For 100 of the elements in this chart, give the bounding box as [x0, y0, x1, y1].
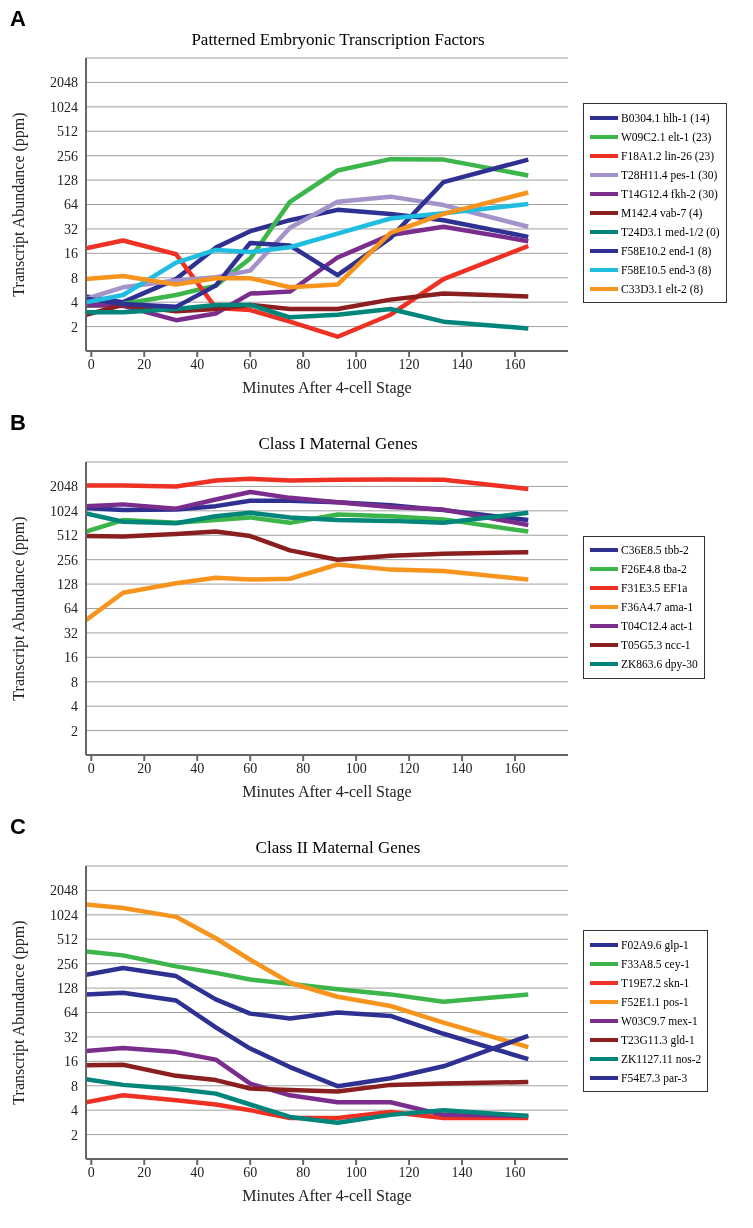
- text: B: [10, 410, 26, 436]
- x-tick-label: 0: [87, 1164, 95, 1180]
- text: A: [10, 6, 26, 32]
- x-tick-label: 20: [137, 760, 152, 776]
- legend-label: F36A4.7 ama-1: [621, 601, 694, 613]
- y-tick-label: 2048: [50, 883, 78, 899]
- y-tick-label: 4: [71, 699, 78, 715]
- y-tick-label: 256: [57, 956, 78, 972]
- legend-label: T05G5.3 ncc-1: [621, 639, 691, 651]
- x-tick-label: 0: [87, 356, 95, 372]
- x-tick-label: 160: [504, 1164, 526, 1180]
- y-tick-label: 8: [71, 270, 78, 286]
- y-axis-title: Transcript Abundance (ppm): [9, 920, 28, 1105]
- x-tick-label: 120: [398, 1164, 420, 1180]
- line-series: [86, 302, 531, 331]
- y-tick-label: 4: [71, 1103, 78, 1119]
- y-tick-label: 2: [71, 319, 78, 335]
- line-series: [86, 949, 531, 1004]
- x-axis-title: Minutes After 4-cell Stage: [242, 783, 412, 801]
- y-tick-label: 16: [64, 246, 78, 262]
- legend-label: T28H11.4 pes-1 (30): [621, 168, 718, 181]
- x-tick-label: 40: [190, 1164, 205, 1180]
- legend-label: T24D3.1 med-1/2 (0): [621, 225, 720, 238]
- y-tick-label: 256: [57, 148, 78, 164]
- line-series: [86, 902, 531, 1050]
- line-series: [86, 489, 531, 528]
- x-tick-label: 100: [345, 760, 367, 776]
- x-tick-label: 140: [451, 356, 473, 372]
- legend-label: F52E1.1 pos-1: [621, 995, 689, 1008]
- chart-title: Class II Maternal Genes: [254, 838, 422, 858]
- legend-label: F26E4.8 tba-2: [621, 563, 687, 575]
- y-tick-label: 2: [71, 1127, 78, 1143]
- x-axis-title: Minutes After 4-cell Stage: [242, 1187, 412, 1205]
- y-tick-label: 1024: [50, 907, 78, 923]
- y-axis-title: Transcript Abundance (ppm): [9, 516, 28, 701]
- legend-label: F58E10.2 end-1 (8): [621, 244, 712, 257]
- x-tick-label: 100: [345, 1164, 367, 1180]
- y-tick-label: 512: [57, 932, 78, 948]
- x-tick-label: 140: [451, 1164, 473, 1180]
- y-axis-title: Transcript Abundance (ppm): [9, 112, 28, 297]
- legend-label: T04C12.4 act-1: [621, 620, 694, 632]
- x-tick-label: 120: [398, 760, 420, 776]
- y-tick-label: 64: [64, 197, 78, 213]
- y-tick-label: 8: [71, 674, 78, 690]
- x-tick-label: 120: [398, 356, 420, 372]
- legend-label: F33A8.5 cey-1: [621, 957, 690, 970]
- legend-label: F58E10.5 end-3 (8): [621, 263, 712, 276]
- y-tick-label: 512: [57, 124, 78, 140]
- legend-label: F18A1.2 lin-26 (23): [621, 149, 714, 162]
- y-tick-label: 128: [57, 981, 78, 997]
- y-tick-label: 64: [64, 601, 78, 617]
- x-tick-label: 80: [296, 760, 311, 776]
- legend-label: W03C9.7 mex-1: [621, 1014, 698, 1027]
- y-tick-label: 32: [64, 625, 78, 641]
- legend-label: B0304.1 hlh-1 (14): [621, 111, 710, 124]
- y-tick-label: 128: [57, 577, 78, 593]
- legend-label: W09C2.1 elt-1 (23): [621, 130, 712, 143]
- chart-title: Class I Maternal Genes: [257, 434, 419, 454]
- legend-label: F02A9.6 glp-1: [621, 938, 689, 951]
- x-tick-label: 140: [451, 760, 473, 776]
- x-tick-label: 160: [504, 356, 526, 372]
- legend-label: M142.4 vab-7 (4): [621, 206, 703, 219]
- y-tick-label: 256: [57, 552, 78, 568]
- line-series: [86, 510, 531, 526]
- legend-label: F54E7.3 par-3: [621, 1071, 688, 1084]
- y-tick-label: 1024: [50, 99, 78, 115]
- x-tick-label: 60: [243, 356, 258, 372]
- y-tick-label: 2048: [50, 479, 78, 495]
- legend-label: ZK1127.11 nos-2: [621, 1052, 702, 1065]
- y-tick-label: 16: [64, 650, 78, 666]
- x-tick-label: 20: [137, 356, 152, 372]
- legend-label: T23G11.3 gld-1: [621, 1033, 695, 1046]
- legend-label: C36E8.5 tbb-2: [621, 544, 689, 556]
- y-tick-label: 16: [64, 1054, 78, 1070]
- line-series: [86, 1062, 531, 1094]
- line-series: [86, 562, 531, 623]
- legend-label: T14G12.4 fkh-2 (30): [621, 187, 718, 200]
- y-tick-label: 512: [57, 528, 78, 544]
- y-tick-label: 4: [71, 295, 78, 311]
- x-tick-label: 100: [345, 356, 367, 372]
- x-tick-label: 20: [137, 1164, 152, 1180]
- x-tick-label: 80: [296, 356, 311, 372]
- line-series: [86, 1077, 531, 1125]
- y-tick-label: 32: [64, 221, 78, 237]
- legend-label: F31E3.5 EF1a: [621, 582, 688, 594]
- chart-title: Patterned Embryonic Transcription Factors: [190, 30, 486, 50]
- y-tick-label: 2048: [50, 75, 78, 91]
- legend-label: ZK863.6 dpy-30: [621, 658, 698, 670]
- line-series: [86, 476, 531, 492]
- x-tick-label: 80: [296, 1164, 311, 1180]
- x-tick-label: 0: [87, 760, 95, 776]
- y-tick-label: 1024: [50, 503, 78, 519]
- y-tick-label: 64: [64, 1005, 78, 1021]
- y-tick-label: 8: [71, 1078, 78, 1094]
- y-tick-label: 2: [71, 723, 78, 739]
- x-tick-label: 60: [243, 1164, 258, 1180]
- line-series: [86, 529, 531, 562]
- y-tick-label: 128: [57, 173, 78, 189]
- x-tick-label: 40: [190, 356, 205, 372]
- legend-label: C33D3.1 elt-2 (8): [621, 282, 704, 295]
